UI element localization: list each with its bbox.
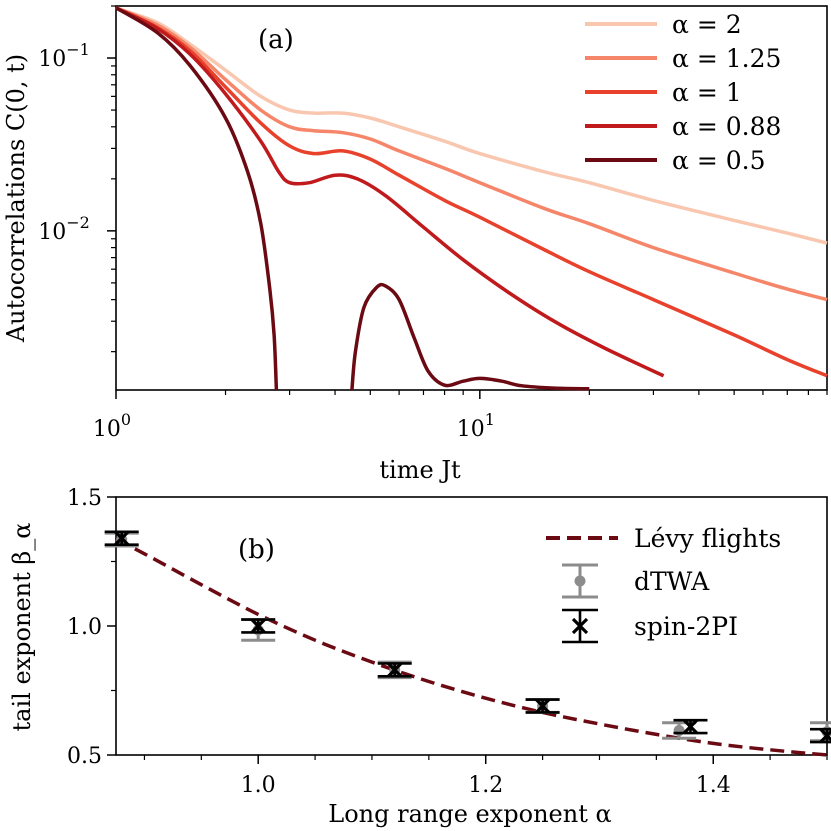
spin2pi-point [377, 662, 412, 678]
legend-label: α = 0.5 [672, 146, 765, 175]
x-tick-label: 100 [93, 410, 131, 442]
y-tick-label: 0.5 [67, 744, 102, 769]
legend-label: α = 1.25 [672, 44, 781, 73]
spin2pi-point [104, 530, 139, 547]
panel-a: 100 101 10−1 10−2 (a) time Jt Autocorrelati… [2, 5, 828, 484]
series-line-0 [115, 6, 828, 245]
panel-a-label: (a) [258, 25, 294, 55]
legend-swatch-spin2pi [562, 608, 598, 644]
series-line-2 [115, 6, 828, 378]
spin2pi-point [525, 698, 560, 714]
x-tick-label: 1.0 [241, 773, 276, 798]
panel-a-legend: α = 2 α = 1.25 α = 1 α = 0.88 α = 0.5 [585, 10, 781, 175]
panel-b-label: (b) [238, 535, 275, 565]
x-tick-label: 1.2 [468, 773, 503, 798]
series-line-4-b [350, 282, 590, 391]
panel-b: 1.0 1.2 1.4 0.5 1.0 1.5 (b) Long range expone… [8, 486, 831, 828]
series-line-4 [115, 6, 279, 391]
x-tick-label: 101 [457, 410, 495, 442]
y-tick-label: 1.0 [67, 615, 102, 640]
panel-a-xlabel: time Jt [379, 456, 461, 484]
series-line-1 [115, 6, 828, 302]
panel-b-ylabel: tail exponent β_α [8, 523, 36, 732]
levy-curve [115, 538, 828, 757]
y-tick-label: 1.5 [67, 486, 102, 511]
legend-label: α = 2 [672, 10, 742, 39]
legend-label: α = 0.88 [672, 112, 781, 141]
panel-a-ylabel: Autocorrelations C(0, t) [2, 54, 30, 343]
spin2pi-point [673, 718, 708, 735]
panel-b-xlabel: Long range exponent α [328, 800, 611, 828]
series-line-3 [115, 6, 665, 378]
y-tick-label: 10−1 [38, 40, 90, 72]
legend-label: α = 1 [672, 78, 742, 107]
legend-label: Lévy flights [634, 524, 781, 553]
spin2pi-point [810, 727, 831, 744]
panel-a-frame [115, 5, 828, 391]
legend-label: dTWA [634, 567, 710, 596]
x-tick-label: 1.4 [696, 773, 731, 798]
legend-label: spin-2PI [634, 612, 738, 641]
y-tick-label: 10−2 [38, 213, 90, 245]
spin2pi-point [241, 618, 276, 634]
panel-b-legend: Lévy flights dTWA spin-2PI [546, 524, 781, 644]
legend-swatch-dtwa [562, 563, 598, 599]
